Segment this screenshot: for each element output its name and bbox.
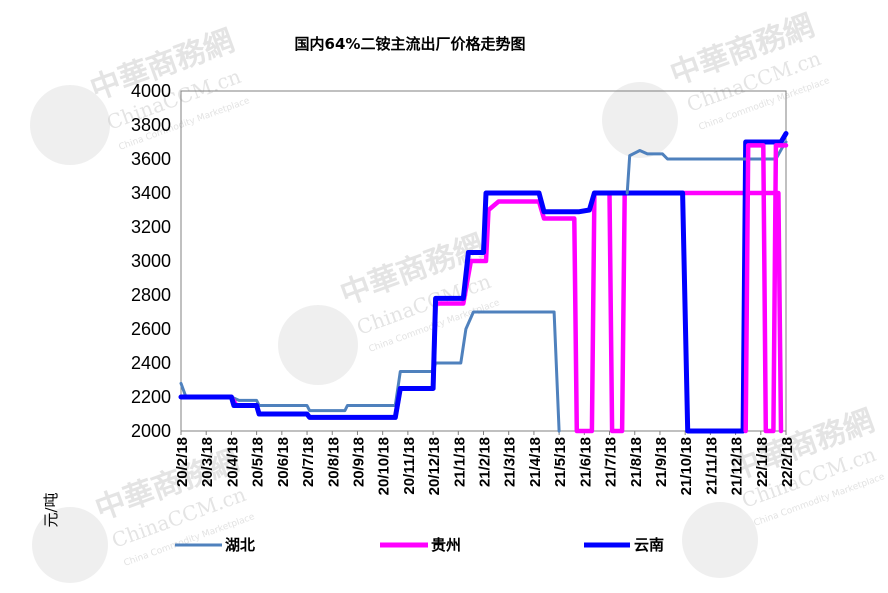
y-tick-label: 4000 <box>131 81 171 101</box>
series-layer <box>178 131 789 434</box>
y-tick-label: 3600 <box>131 149 171 169</box>
chart-title: 国内64%二铵主流出厂价格走势图 <box>295 35 526 53</box>
y-axis-label: 元/吨 <box>42 492 60 527</box>
legend-label-guizhou: 贵州 <box>431 536 461 554</box>
y-tick-label: 3200 <box>131 217 171 237</box>
legend-label-yunnan: 云南 <box>634 536 664 554</box>
y-tick-label: 3400 <box>131 183 171 203</box>
x-tick-label: 21/3/18 <box>502 437 519 487</box>
x-tick-label: 20/10/18 <box>376 437 393 495</box>
x-tick-label: 20/2/18 <box>174 437 191 487</box>
x-tick-label: 20/4/18 <box>224 437 241 487</box>
y-tick-label: 2600 <box>131 319 171 339</box>
y-axis: 2000 2200 2400 2600 2800 3000 3200 3400 3600 3800… <box>131 81 171 441</box>
x-tick-label: 21/12/18 <box>729 437 746 495</box>
x-tick-label: 21/1/18 <box>451 437 468 487</box>
legend-label-hubei: 湖北 <box>225 536 255 554</box>
x-tick-label: 21/11/18 <box>703 437 720 495</box>
x-axis: 20/2/18 20/3/18 20/4/18 20/5/18 20/6/18 20/7/… <box>174 431 796 495</box>
x-tick-label: 20/11/18 <box>401 437 418 495</box>
x-tick-label: 22/2/18 <box>779 437 796 487</box>
x-tick-label: 20/12/18 <box>426 437 443 495</box>
x-tick-label: 21/4/18 <box>527 437 544 487</box>
series-line-4 <box>178 131 789 434</box>
x-tick-label: 20/6/18 <box>275 437 292 487</box>
x-tick-label: 21/8/18 <box>628 437 645 487</box>
x-tick-label: 21/5/18 <box>552 437 569 487</box>
x-tick-label: 22/1/18 <box>754 437 771 487</box>
x-tick-label: 21/2/18 <box>477 437 494 487</box>
x-tick-label: 21/7/18 <box>603 437 620 487</box>
y-tick-label: 3800 <box>131 115 171 135</box>
watermark-top-right: 中華商務網 ChinaCCM.cn China Commodity Market… <box>602 8 832 158</box>
x-tick-label: 20/3/18 <box>199 437 216 487</box>
x-tick-label: 21/9/18 <box>653 437 670 487</box>
y-tick-label: 3000 <box>131 251 171 271</box>
y-tick-label: 2800 <box>131 285 171 305</box>
x-tick-label: 21/6/18 <box>577 437 594 487</box>
y-tick-label: 2400 <box>131 353 171 373</box>
watermark-bottom-left: 中華商務網 ChinaCCM.cn China Commodity Market… <box>32 443 257 583</box>
y-tick-label: 2200 <box>131 387 171 407</box>
x-tick-label: 20/8/18 <box>325 437 342 487</box>
series-line-0 <box>179 310 561 433</box>
y-tick-label: 2000 <box>131 421 171 441</box>
x-tick-label: 20/9/18 <box>350 437 367 487</box>
x-tick-label: 20/5/18 <box>250 437 267 487</box>
x-tick-label: 20/7/18 <box>300 437 317 487</box>
x-tick-label: 21/10/18 <box>678 437 695 495</box>
series-line-3 <box>743 143 789 434</box>
series-line-2 <box>625 140 788 195</box>
legend: 湖北 贵州 云南 <box>175 536 664 554</box>
